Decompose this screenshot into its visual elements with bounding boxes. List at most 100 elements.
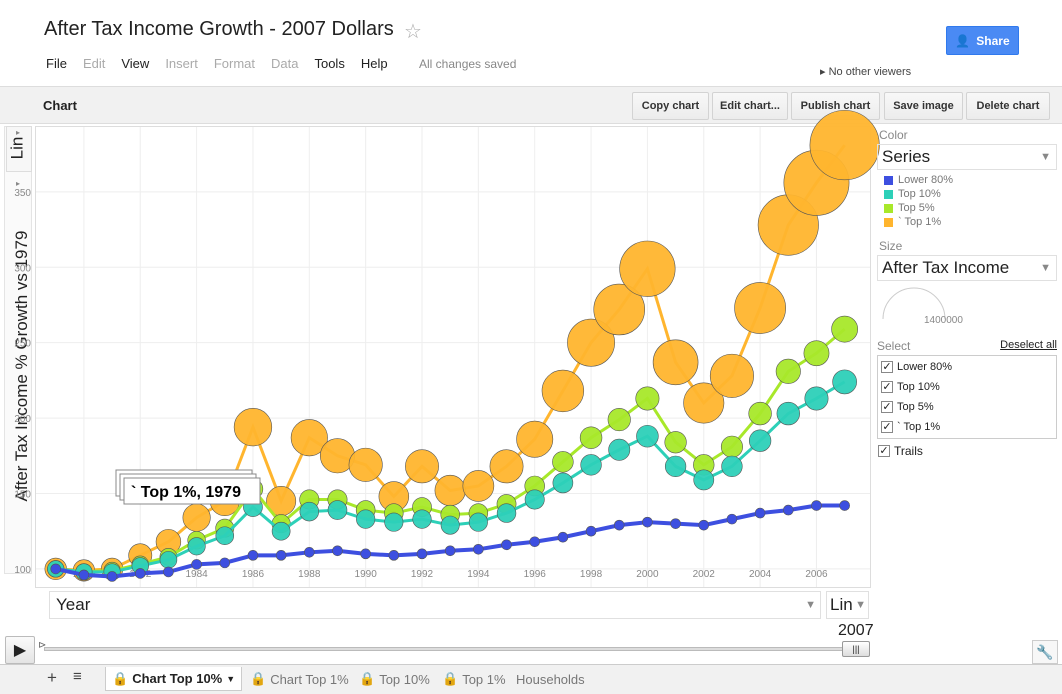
data-point (416, 548, 428, 560)
x-tick-label: 1986 (242, 569, 265, 580)
legend-label: Top 5% (898, 202, 935, 214)
menu-file[interactable]: File (46, 56, 67, 71)
data-point (832, 369, 857, 395)
legend-item: Top 5% (877, 201, 1057, 215)
timeline-slider[interactable] (44, 647, 870, 651)
tooltip-text: ` Top 1%, 1979 (131, 484, 241, 501)
y-axis-label: After Tax Income % Growth vs 1979 (12, 230, 31, 502)
speed-icon[interactable]: ⊳ (38, 640, 47, 651)
tab-chart-top-1[interactable]: 🔒 Chart Top 1% (244, 667, 355, 691)
data-point (247, 550, 259, 561)
menu-insert[interactable]: Insert (165, 56, 198, 71)
delete-chart-button[interactable]: Delete chart (966, 92, 1050, 120)
motion-chart[interactable]: 1001502002503003501980198219841986198819… (14, 110, 880, 588)
tab-top-10[interactable]: 🔒 Top 10% (353, 667, 436, 691)
menu-view[interactable]: View (121, 56, 150, 71)
menu-data[interactable]: Data (271, 56, 299, 71)
legend-label: Lower 80% (898, 174, 954, 186)
color-label: Color (879, 128, 908, 142)
size-dropdown[interactable]: After Tax Income ▼ (877, 255, 1057, 281)
data-point (683, 382, 725, 424)
data-point (721, 455, 743, 477)
share-button[interactable]: 👤 Share (946, 26, 1019, 55)
dropdown-arrow-icon: ▼ (1040, 151, 1051, 163)
trails-checkbox[interactable]: ✓ Trails (877, 441, 1057, 461)
data-point (182, 503, 211, 532)
data-point (748, 401, 772, 426)
triangle-right-icon: ▸ (16, 179, 21, 188)
menu-edit[interactable]: Edit (82, 56, 106, 71)
y-tick-label: 250 (14, 339, 31, 350)
chart-settings-panel: Color Series ▼ Lower 80% Top 10% Top 5% ` To… (877, 126, 1057, 461)
data-point (580, 454, 602, 476)
lock-icon: 🔒 (359, 671, 376, 686)
x-tick-label: 1996 (524, 569, 547, 580)
toolbar-title: Chart (43, 98, 77, 113)
x-axis-label: Year (56, 595, 91, 614)
checkbox-checked-icon: ✓ (881, 361, 893, 373)
data-point (748, 429, 772, 452)
sheet-list-icon[interactable]: ≡ (73, 668, 82, 685)
checkbox-checked-icon: ✓ (881, 401, 893, 413)
menu-bar: File Edit View Insert Format Data Tools Help (38, 56, 396, 71)
select-series-checkbox[interactable]: ✓ Lower 80% (878, 357, 1056, 377)
menu-tools[interactable]: Tools (314, 56, 345, 71)
document-title[interactable]: After Tax Income Growth - 2007 Dollars (44, 18, 394, 40)
data-point (163, 566, 174, 578)
data-point (468, 512, 488, 532)
edit-chart-button[interactable]: Edit chart... (712, 92, 788, 120)
person-icon: 👤 (955, 33, 971, 48)
data-point (567, 318, 615, 367)
trails-label: Trails (894, 444, 923, 458)
data-point (134, 568, 146, 579)
dropdown-arrow-icon: ▼ (1040, 262, 1051, 274)
size-label: Size (879, 239, 903, 253)
data-point (187, 537, 206, 556)
select-series-checkbox[interactable]: ✓ Top 10% (878, 377, 1056, 397)
x-tick-label: 2004 (749, 569, 772, 580)
data-point (106, 571, 118, 582)
menu-help[interactable]: Help (360, 56, 388, 71)
menu-format[interactable]: Format (213, 56, 255, 71)
tab-chart-top-10[interactable]: 🔒 Chart Top 10% ▼ (105, 667, 243, 691)
select-series-checkbox[interactable]: ✓ Top 5% (878, 397, 1056, 417)
chart-plot[interactable]: 1001502002503003501980198219841986198819… (14, 110, 880, 587)
y-tick-label: 300 (14, 263, 31, 274)
x-scale-dropdown[interactable]: Lin ▼ (826, 591, 869, 619)
data-point (607, 408, 631, 432)
x-tick-label: 2002 (693, 569, 716, 580)
play-button[interactable]: ▶ (5, 636, 35, 664)
data-point (541, 369, 585, 413)
save-image-button[interactable]: Save image (884, 92, 963, 120)
size-max-value: 1400000 (924, 315, 963, 326)
tab-households[interactable]: Households (510, 667, 591, 691)
size-arc (882, 287, 946, 320)
tab-top-1[interactable]: 🔒 Top 1% (436, 667, 512, 691)
save-status: All changes saved (419, 57, 517, 71)
deselect-all-link[interactable]: Deselect all (1000, 339, 1057, 351)
data-point (215, 526, 235, 545)
y-scale-selector[interactable] (6, 126, 32, 172)
timeline-handle[interactable]: ||| (842, 641, 870, 657)
select-series-checkbox[interactable]: ✓ ` Top 1% (878, 417, 1056, 437)
viewers-status[interactable]: ▸ No other viewers (820, 65, 911, 78)
star-icon[interactable]: ☆ (404, 21, 422, 43)
data-point (501, 539, 512, 551)
x-tick-label: 1998 (580, 569, 603, 580)
data-point (585, 525, 597, 537)
wrench-icon[interactable]: 🔧 (1032, 640, 1058, 664)
data-point (360, 548, 371, 560)
data-point (664, 455, 687, 477)
x-axis-dropdown[interactable]: Year ▼ (49, 591, 821, 619)
data-point (524, 489, 545, 510)
dropdown-arrow-icon: ▼ (855, 599, 866, 611)
x-scale-label: Lin (830, 595, 853, 614)
add-sheet-icon[interactable]: + (47, 668, 57, 687)
legend-label: Top 10% (898, 188, 941, 200)
checkbox-checked-icon: ✓ (878, 445, 890, 457)
lock-icon: 🔒 (112, 670, 129, 686)
copy-chart-button[interactable]: Copy chart (632, 92, 709, 120)
data-point (356, 509, 376, 529)
y-axis-selector[interactable] (4, 126, 32, 574)
color-dropdown[interactable]: Series ▼ (877, 144, 1057, 170)
